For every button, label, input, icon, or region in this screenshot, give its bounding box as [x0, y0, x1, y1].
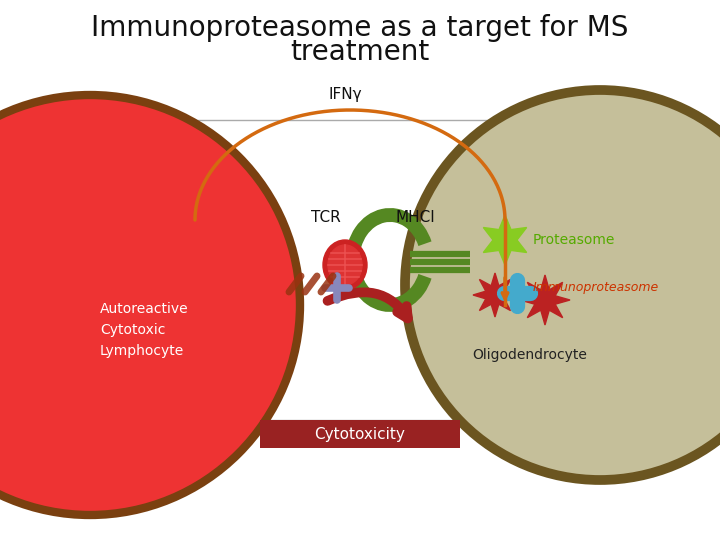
Polygon shape	[520, 275, 570, 325]
Text: Immunoproteasome as a target for MS: Immunoproteasome as a target for MS	[91, 14, 629, 42]
Circle shape	[405, 90, 720, 480]
Bar	[260, 420, 460, 448]
Text: Oligodendrocyte: Oligodendrocyte	[472, 348, 588, 362]
Ellipse shape	[328, 245, 362, 285]
Text: Proteasome: Proteasome	[533, 233, 616, 247]
Text: Autoreactive
Cytotoxic
Lymphocyte: Autoreactive Cytotoxic Lymphocyte	[100, 302, 189, 357]
Circle shape	[0, 95, 300, 515]
Bar	[70, 120, 680, 420]
Text: TCR: TCR	[311, 211, 341, 226]
Text: IFNγ: IFNγ	[328, 87, 362, 103]
Polygon shape	[483, 215, 526, 265]
Ellipse shape	[323, 240, 367, 290]
Text: treatment: treatment	[290, 38, 430, 66]
Text: MHCI: MHCI	[395, 211, 435, 226]
Polygon shape	[473, 273, 517, 317]
Text: Cytotoxicity: Cytotoxicity	[315, 427, 405, 442]
Text: Immunoproteasome: Immunoproteasome	[533, 281, 660, 294]
